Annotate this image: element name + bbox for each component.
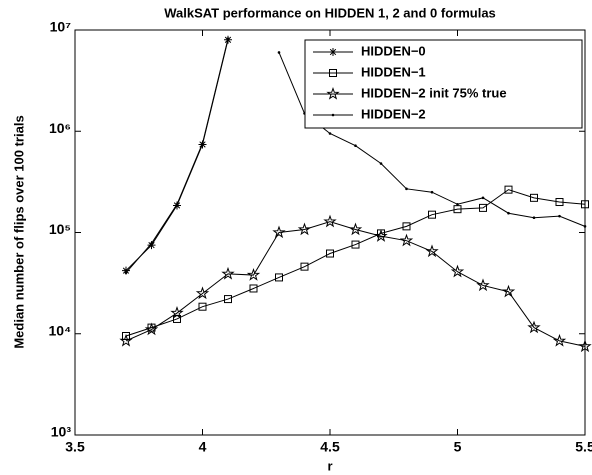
- y-tick-label: 10⁴: [49, 322, 72, 338]
- y-tick-label: 10³: [51, 424, 72, 440]
- legend-label: HIDDEN−1: [361, 64, 426, 79]
- data-point: [530, 193, 538, 202]
- x-tick-label: 5: [454, 439, 462, 455]
- data-point: [532, 216, 536, 220]
- data-point: [379, 162, 383, 165]
- data-point: [555, 198, 564, 207]
- data-point: [224, 295, 232, 304]
- legend-label: HIDDEN−0: [361, 43, 426, 58]
- series-line: [125, 39, 229, 272]
- data-point: [122, 266, 130, 275]
- y-tick-label: 10⁶: [49, 120, 71, 136]
- x-tick-label: 5.5: [575, 439, 592, 455]
- chart-title: WalkSAT performance on HIDDEN 1, 2 and 0…: [164, 5, 496, 20]
- data-point: [246, 268, 261, 281]
- legend-marker: [331, 113, 335, 117]
- data-point: [124, 271, 128, 275]
- data-point: [578, 339, 592, 353]
- series-line: [125, 221, 586, 347]
- data-point: [119, 333, 133, 347]
- y-axis-label: Median number of flips over 100 trials: [11, 115, 26, 348]
- x-axis-label: r: [327, 458, 332, 473]
- legend-marker: [329, 48, 337, 56]
- data-point: [195, 286, 210, 300]
- x-tick-label: 4: [199, 439, 207, 455]
- data-point: [348, 222, 363, 236]
- data-point: [402, 222, 411, 231]
- data-point: [428, 210, 436, 219]
- data-point: [249, 284, 258, 293]
- data-point: [201, 142, 204, 145]
- data-point: [226, 37, 230, 41]
- data-point: [527, 320, 541, 334]
- data-point: [147, 241, 156, 250]
- data-point: [198, 302, 207, 311]
- x-tick-label: 3.5: [65, 439, 85, 455]
- legend-box: [304, 39, 583, 129]
- data-point: [583, 225, 587, 228]
- data-point: [300, 262, 309, 271]
- y-tick-label: 10⁵: [49, 221, 71, 237]
- data-point: [297, 222, 312, 236]
- data-point: [456, 202, 459, 206]
- data-point: [150, 242, 153, 245]
- data-point: [328, 132, 332, 135]
- data-point: [453, 205, 462, 214]
- data-point: [277, 51, 281, 54]
- data-point: [430, 190, 434, 194]
- data-point: [476, 278, 490, 292]
- data-point: [175, 202, 179, 206]
- data-point: [481, 196, 485, 200]
- data-point: [399, 233, 414, 247]
- data-point: [558, 214, 561, 218]
- y-tick-label: 10⁷: [50, 19, 72, 35]
- legend-marker: [329, 69, 337, 77]
- data-point: [144, 322, 159, 336]
- data-point: [374, 229, 388, 242]
- legend-label: HIDDEN−2: [361, 106, 426, 121]
- x-tick-label: 4.5: [320, 439, 340, 455]
- data-point: [405, 187, 408, 191]
- data-point: [450, 264, 465, 278]
- legend-marker: [326, 86, 340, 100]
- data-point: [504, 185, 513, 194]
- data-point: [221, 266, 235, 280]
- data-point: [323, 214, 337, 228]
- data-point: [552, 333, 567, 347]
- data-point: [354, 144, 357, 147]
- data-point: [351, 240, 360, 249]
- data-point: [425, 244, 439, 258]
- series-line: [125, 189, 586, 337]
- data-point: [507, 211, 510, 215]
- data-point: [170, 306, 184, 319]
- data-point: [501, 284, 516, 298]
- data-point: [581, 200, 589, 209]
- data-point: [479, 203, 487, 212]
- data-point: [326, 249, 334, 258]
- data-point: [275, 273, 283, 282]
- data-point: [272, 225, 286, 239]
- legend-label: HIDDEN−2 init 75% true: [361, 85, 507, 100]
- data-point: [122, 332, 130, 341]
